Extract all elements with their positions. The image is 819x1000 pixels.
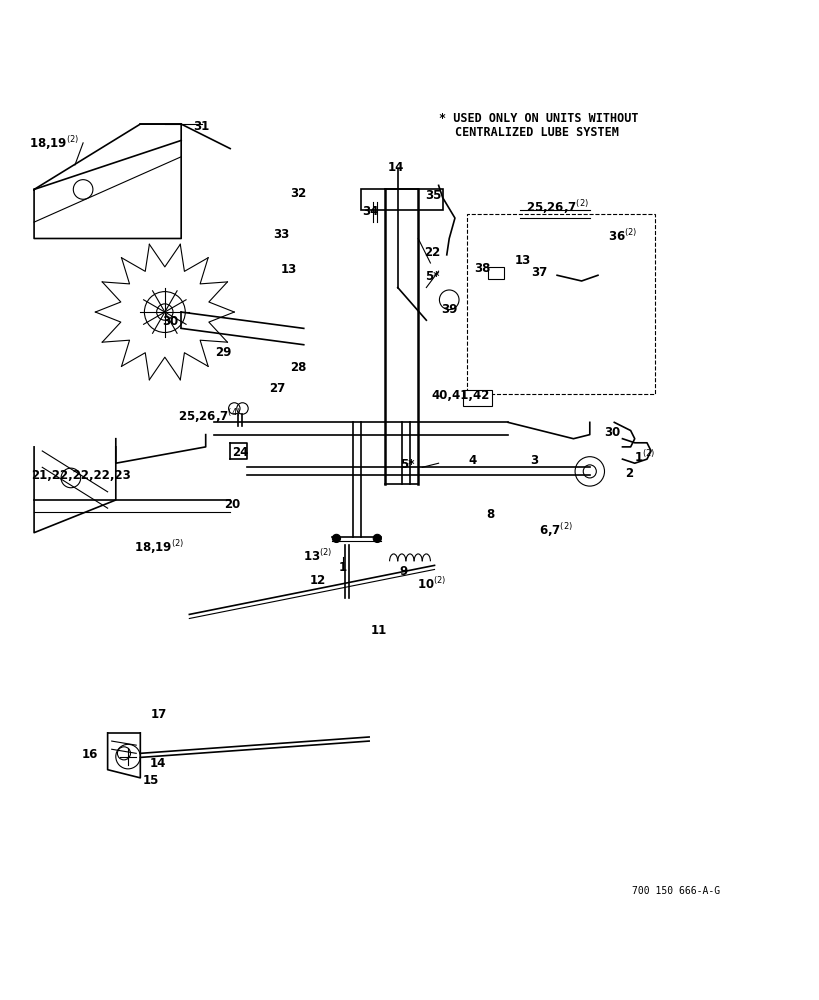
Text: CENTRALIZED LUBE SYSTEM: CENTRALIZED LUBE SYSTEM	[455, 126, 618, 139]
Text: 13: 13	[514, 254, 530, 267]
Text: 5*: 5*	[424, 270, 439, 283]
Text: 37: 37	[531, 266, 546, 279]
Text: * USED ONLY ON UNITS WITHOUT: * USED ONLY ON UNITS WITHOUT	[438, 112, 637, 125]
Text: 29: 29	[215, 346, 232, 359]
Text: 31: 31	[193, 120, 210, 133]
Text: 38: 38	[473, 262, 490, 275]
Text: 15: 15	[143, 774, 159, 787]
Text: 27: 27	[269, 382, 284, 395]
Text: 14: 14	[387, 161, 404, 174]
Text: 35: 35	[424, 189, 441, 202]
Text: 21,22,22,22,23: 21,22,22,22,23	[31, 469, 130, 482]
Text: 12: 12	[309, 574, 325, 587]
Text: 24: 24	[232, 446, 248, 459]
Text: 25,26,7$^{(4)}$: 25,26,7$^{(4)}$	[178, 407, 241, 425]
Text: 32: 32	[290, 187, 305, 200]
FancyBboxPatch shape	[360, 189, 442, 210]
Text: 13$^{(2)}$: 13$^{(2)}$	[302, 548, 332, 564]
Text: 18,19$^{(2)}$: 18,19$^{(2)}$	[29, 134, 79, 152]
Text: 25,26,7$^{(2)}$: 25,26,7$^{(2)}$	[525, 198, 588, 216]
Text: 20: 20	[224, 498, 240, 511]
Bar	[463, 390, 491, 406]
Text: 10$^{(2)}$: 10$^{(2)}$	[417, 576, 446, 592]
Text: 4: 4	[468, 454, 477, 467]
Text: 13: 13	[281, 263, 296, 276]
Circle shape	[373, 534, 381, 542]
Text: 1$^{(2)}$: 1$^{(2)}$	[633, 449, 654, 465]
Text: 3: 3	[530, 454, 537, 467]
Text: 17: 17	[151, 708, 167, 721]
Text: 8: 8	[486, 508, 494, 521]
Text: 14: 14	[150, 757, 166, 770]
Text: 5*: 5*	[400, 458, 414, 471]
Text: 40,41,42: 40,41,42	[431, 389, 489, 402]
Text: 700 150 666-A-G: 700 150 666-A-G	[631, 886, 720, 896]
Text: 18,19$^{(2)}$: 18,19$^{(2)}$	[133, 538, 184, 556]
Bar	[467, 214, 654, 394]
Text: 6,7$^{(2)}$: 6,7$^{(2)}$	[538, 521, 572, 539]
Text: 2: 2	[624, 467, 632, 480]
Text: 16: 16	[81, 748, 97, 761]
Text: 36$^{(2)}$: 36$^{(2)}$	[607, 228, 636, 244]
Text: 11: 11	[370, 624, 387, 637]
Circle shape	[332, 534, 340, 542]
Text: 28: 28	[289, 361, 305, 374]
Text: 22: 22	[423, 246, 440, 259]
Text: 30: 30	[604, 426, 620, 439]
Text: 1: 1	[338, 561, 346, 574]
Text: 34: 34	[362, 205, 378, 218]
Text: 39: 39	[441, 303, 457, 316]
Text: 33: 33	[274, 228, 289, 241]
Text: 30: 30	[162, 315, 179, 328]
Text: 9: 9	[399, 565, 407, 578]
Bar	[487, 267, 504, 279]
